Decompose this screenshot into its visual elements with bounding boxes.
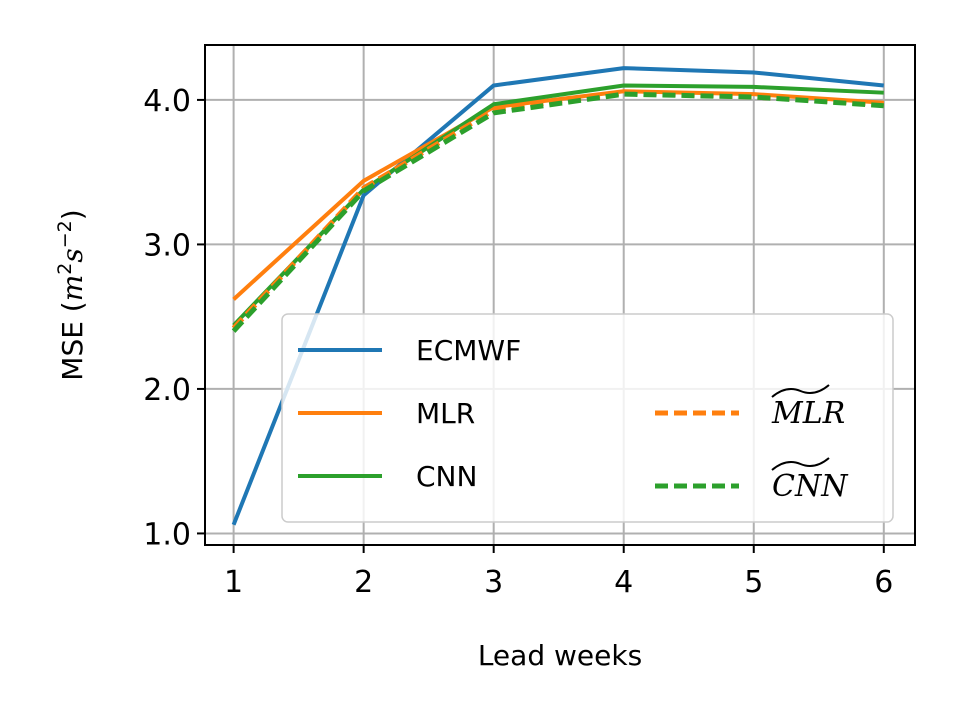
x-axis-label: Lead weeks	[478, 639, 642, 672]
y-tick-label: 4.0	[143, 84, 191, 119]
y-axis-label: MSE (m2s−2)	[54, 209, 89, 380]
series-line-mlr	[232, 89, 884, 301]
series-line-ecmwf	[231, 66, 884, 526]
legend-label-ecmwf: ECMWF	[416, 334, 521, 367]
plot-frame	[204, 44, 916, 546]
axis-ticks: 1 2 3 4 5 6 1.0 2.0 3.0 4.0	[143, 84, 893, 600]
legend-label-mlr-tilde: MLR	[771, 396, 845, 431]
legend-label-cnn: CNN	[416, 460, 477, 493]
series-line-cnn-tilde	[231, 91, 884, 333]
legend-entries: ECMWF MLR CNN MLR CNN	[298, 334, 849, 504]
x-tick-label: 2	[354, 565, 373, 600]
legend-label-mlr: MLR	[416, 397, 475, 430]
legend-label-cnn-tilde: CNN	[772, 469, 849, 504]
x-tick-label: 5	[744, 565, 763, 600]
legend: ECMWF MLR CNN MLR CNN	[281, 313, 894, 523]
series-line-cnn	[232, 83, 884, 327]
legend-tilde-accent	[771, 384, 830, 398]
x-tick-label: 1	[224, 565, 243, 600]
x-tick-label: 6	[874, 565, 893, 600]
series-lines	[231, 66, 884, 526]
x-tick-label: 4	[614, 565, 633, 600]
y-tick-label: 2.0	[143, 373, 191, 408]
legend-box	[281, 313, 894, 523]
y-tick-label: 1.0	[143, 517, 191, 552]
y-tick-label: 3.0	[143, 228, 191, 263]
legend-tilde-accent	[771, 457, 830, 471]
x-tick-label: 3	[484, 565, 503, 600]
